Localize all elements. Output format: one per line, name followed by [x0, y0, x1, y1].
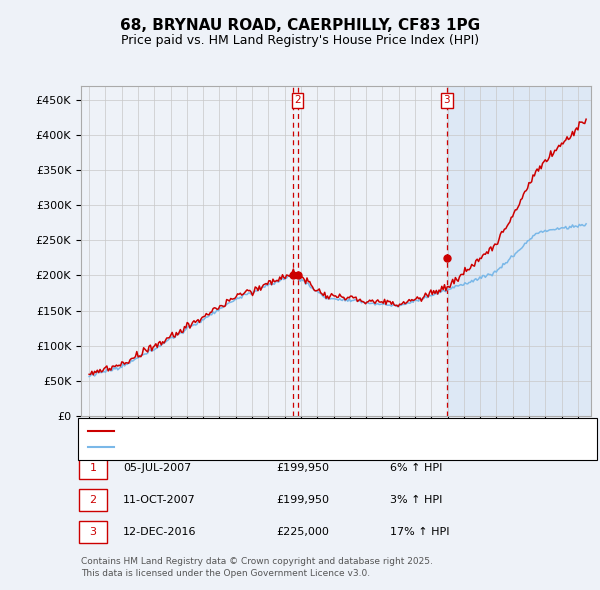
Text: 1: 1: [89, 464, 97, 473]
Text: £225,000: £225,000: [276, 527, 329, 537]
Text: £199,950: £199,950: [276, 464, 329, 473]
Text: Contains HM Land Registry data © Crown copyright and database right 2025.: Contains HM Land Registry data © Crown c…: [81, 558, 433, 566]
Text: 2: 2: [89, 496, 97, 505]
Text: 2: 2: [294, 96, 301, 106]
Text: 11-OCT-2007: 11-OCT-2007: [123, 496, 196, 505]
Text: 17% ↑ HPI: 17% ↑ HPI: [390, 527, 449, 537]
Text: 3: 3: [443, 96, 450, 106]
Text: This data is licensed under the Open Government Licence v3.0.: This data is licensed under the Open Gov…: [81, 569, 370, 578]
Text: £199,950: £199,950: [276, 496, 329, 505]
Text: 3% ↑ HPI: 3% ↑ HPI: [390, 496, 442, 505]
Text: 3: 3: [89, 527, 97, 537]
Text: Price paid vs. HM Land Registry's House Price Index (HPI): Price paid vs. HM Land Registry's House …: [121, 34, 479, 47]
Text: 68, BRYNAU ROAD, CAERPHILLY, CF83 1PG (detached house): 68, BRYNAU ROAD, CAERPHILLY, CF83 1PG (d…: [120, 426, 436, 436]
Text: 6% ↑ HPI: 6% ↑ HPI: [390, 464, 442, 473]
Text: 68, BRYNAU ROAD, CAERPHILLY, CF83 1PG: 68, BRYNAU ROAD, CAERPHILLY, CF83 1PG: [120, 18, 480, 32]
Text: 05-JUL-2007: 05-JUL-2007: [123, 464, 191, 473]
Text: 12-DEC-2016: 12-DEC-2016: [123, 527, 197, 537]
Bar: [447, 86, 591, 416]
Text: HPI: Average price, detached house, Caerphilly: HPI: Average price, detached house, Caer…: [120, 442, 366, 452]
